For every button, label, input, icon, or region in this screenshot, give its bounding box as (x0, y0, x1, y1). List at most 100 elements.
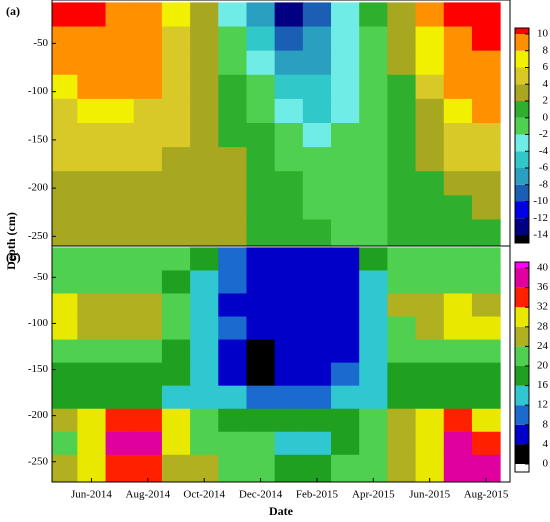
contour-cell (443, 339, 473, 364)
contour-cell (471, 454, 501, 482)
colorbar-swatch (515, 326, 529, 347)
contour-cell (471, 147, 501, 172)
contour-cell (133, 195, 163, 220)
colorbar-tick-label: 12 (537, 399, 548, 411)
contour-cell (190, 339, 219, 364)
contour-cell (77, 408, 107, 433)
contour-cell (246, 339, 276, 364)
contour-cell (218, 270, 247, 294)
y-tick-label: -250 (28, 455, 49, 467)
contour-cell (331, 247, 360, 271)
colorbar-swatch (515, 101, 529, 118)
x-tick-label: Jun-2014 (71, 489, 112, 501)
contour-cell (471, 26, 501, 52)
contour-cell (161, 219, 191, 246)
contour-cell (246, 147, 276, 172)
contour-cell (359, 74, 388, 100)
contour-cell (218, 98, 247, 124)
colorbar-swatch (515, 366, 529, 386)
contour-cell (387, 293, 417, 318)
contour-cell (246, 247, 276, 271)
y-tick-label: -200 (28, 409, 49, 421)
contour-cell (331, 147, 360, 172)
contour-cell (359, 2, 388, 28)
contour-cell (52, 171, 78, 196)
colorbar-frame (514, 261, 530, 473)
contour-cell (133, 431, 163, 456)
contour-cell (471, 123, 501, 148)
contour-cell (302, 385, 332, 410)
contour-cell (443, 195, 473, 220)
contour-cell (302, 431, 332, 456)
contour-cell (246, 26, 276, 52)
colorbar-tick-label: 8 (543, 418, 549, 430)
colorbar-tick-label: 8 (543, 44, 549, 56)
colorbar-swatch (515, 268, 529, 288)
colorbar-swatch (515, 28, 529, 34)
x-tick-label: Oct-2014 (183, 489, 225, 501)
contour-cell (387, 50, 417, 76)
contour-cell (218, 247, 247, 271)
contour-cell (77, 339, 107, 364)
contour-cell (161, 431, 191, 456)
contour-cell (218, 26, 247, 52)
contour-cell (52, 431, 78, 456)
contour-field (52, 247, 501, 482)
contour-cell (415, 171, 445, 196)
contour-cell (359, 247, 388, 271)
colorbar-frame (514, 27, 530, 244)
colorbar (515, 28, 529, 243)
contour-cell (331, 195, 360, 220)
contour-cell (52, 270, 78, 294)
contour-cell (415, 123, 445, 148)
contour-cell (415, 74, 445, 100)
contour-cell (387, 195, 417, 220)
contour-cell (331, 270, 360, 294)
contour-cell (133, 219, 163, 246)
contour-cell (302, 408, 332, 433)
contour-cell (77, 74, 107, 100)
contour-cell (218, 293, 247, 318)
contour-cell (471, 219, 501, 246)
contour-cell (52, 293, 78, 318)
contour-cell (161, 408, 191, 433)
contour-cell (105, 454, 135, 482)
contour-cell (105, 362, 135, 387)
x-tick-label: Jun-2015 (409, 489, 450, 501)
contour-cell (471, 247, 501, 271)
contour-cell (52, 195, 78, 220)
contour-cell (302, 316, 332, 341)
contour-cell (105, 385, 135, 410)
contour-cell (105, 195, 135, 220)
colorbar-tick-label: -2 (539, 128, 548, 140)
contour-cell (387, 74, 417, 100)
contour-cell (387, 2, 417, 28)
contour-cell (387, 408, 417, 433)
contour-cell (190, 50, 219, 76)
contour-cell (302, 339, 332, 364)
contour-cell (190, 219, 219, 246)
contour-cell (274, 2, 304, 28)
contour-cell (246, 385, 276, 410)
x-tick-label: Feb-2015 (296, 489, 339, 501)
contour-cell (218, 339, 247, 364)
colorbar-tick-label: 20 (537, 360, 549, 372)
contour-cell (105, 74, 135, 100)
contour-cell (133, 270, 163, 294)
contour-cell (246, 362, 276, 387)
contour-cell (161, 247, 191, 271)
contour-cell (52, 50, 78, 76)
colorbar-tick-label: -8 (539, 178, 549, 190)
contour-cell (161, 362, 191, 387)
contour-cell (415, 339, 445, 364)
contour-cell (133, 2, 163, 28)
contour-cell (471, 316, 501, 341)
contour-cell (77, 171, 107, 196)
contour-cell (133, 26, 163, 52)
contour-cell (218, 195, 247, 220)
colorbar-swatch (515, 424, 529, 445)
contour-cell (133, 339, 163, 364)
contour-cell (77, 362, 107, 387)
contour-cell (443, 123, 473, 148)
